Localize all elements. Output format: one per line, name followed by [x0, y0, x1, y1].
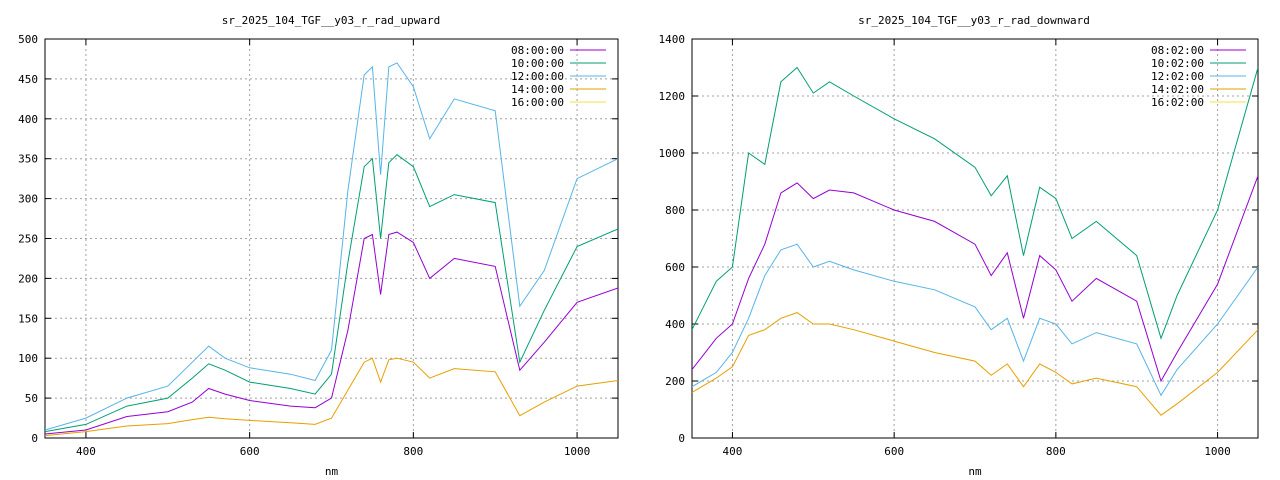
- y-tick-label: 0: [678, 432, 685, 445]
- y-tick-label: 1400: [659, 33, 686, 46]
- y-tick-label: 1200: [659, 90, 686, 103]
- legend-label: 08:00:00: [511, 44, 564, 57]
- legend-label: 14:00:00: [511, 83, 564, 96]
- chart-panel-2: sr_2025_104_TGF__y03_r_rad_downward 0 200 4…: [659, 14, 1259, 478]
- y-tick-label: 400: [18, 113, 38, 126]
- series-line-10-00-00: [45, 154, 618, 433]
- y-tick-label: 600: [665, 261, 685, 274]
- y-tick-label: 1000: [659, 147, 686, 160]
- x-tick-label: 600: [240, 445, 260, 458]
- legend-label: 12:00:00: [511, 70, 564, 83]
- series-line-08-02-00: [692, 175, 1258, 383]
- series-line-12-00-00: [45, 62, 618, 431]
- y-tick-label: 250: [18, 233, 38, 246]
- x-tick-label: 400: [76, 445, 96, 458]
- legend-label: 14:02:00: [1151, 83, 1204, 96]
- series-line-14-00-00: [45, 357, 618, 437]
- chart-title: sr_2025_104_TGF__y03_r_rad_upward: [222, 14, 441, 27]
- x-tick-label: 800: [1046, 445, 1066, 458]
- x-axis-label: nm: [325, 465, 339, 478]
- legend-label: 16:02:00: [1151, 96, 1204, 109]
- legend-label: 10:02:00: [1151, 57, 1204, 70]
- y-tick-label: 50: [25, 392, 38, 405]
- legend-label: 08:02:00: [1151, 44, 1204, 57]
- plot-frame: [44, 38, 619, 439]
- y-tick-label: 800: [665, 204, 685, 217]
- legend-label: 10:00:00: [511, 57, 564, 70]
- y-tick-label: 150: [18, 312, 38, 325]
- y-tick-label: 500: [18, 33, 38, 46]
- y-tick-label: 350: [18, 153, 38, 166]
- y-tick-label: 100: [18, 352, 38, 365]
- x-tick-label: 1000: [564, 445, 591, 458]
- chart-panel-1: sr_2025_104_TGF__y03_r_rad_upward 0 50 100 1…: [18, 14, 619, 478]
- x-tick-label: 800: [403, 445, 423, 458]
- y-tick-label: 200: [665, 375, 685, 388]
- series-line-10-02-00: [692, 66, 1258, 340]
- y-tick-label: 400: [665, 318, 685, 331]
- y-tick-label: 200: [18, 272, 38, 285]
- legend-label: 16:00:00: [511, 96, 564, 109]
- chart-title: sr_2025_104_TGF__y03_r_rad_downward: [858, 14, 1090, 27]
- x-tick-label: 400: [722, 445, 742, 458]
- x-axis-label: nm: [968, 465, 982, 478]
- series-line-14-02-00: [692, 312, 1258, 416]
- x-tick-label: 600: [884, 445, 904, 458]
- y-tick-label: 0: [31, 432, 38, 445]
- legend-label: 12:02:00: [1151, 70, 1204, 83]
- y-tick-label: 300: [18, 193, 38, 206]
- series-line-12-02-00: [692, 243, 1258, 397]
- x-tick-label: 1000: [1204, 445, 1231, 458]
- series-line-08-00-00: [45, 231, 618, 435]
- y-tick-label: 450: [18, 73, 38, 86]
- plot-frame: [691, 38, 1259, 439]
